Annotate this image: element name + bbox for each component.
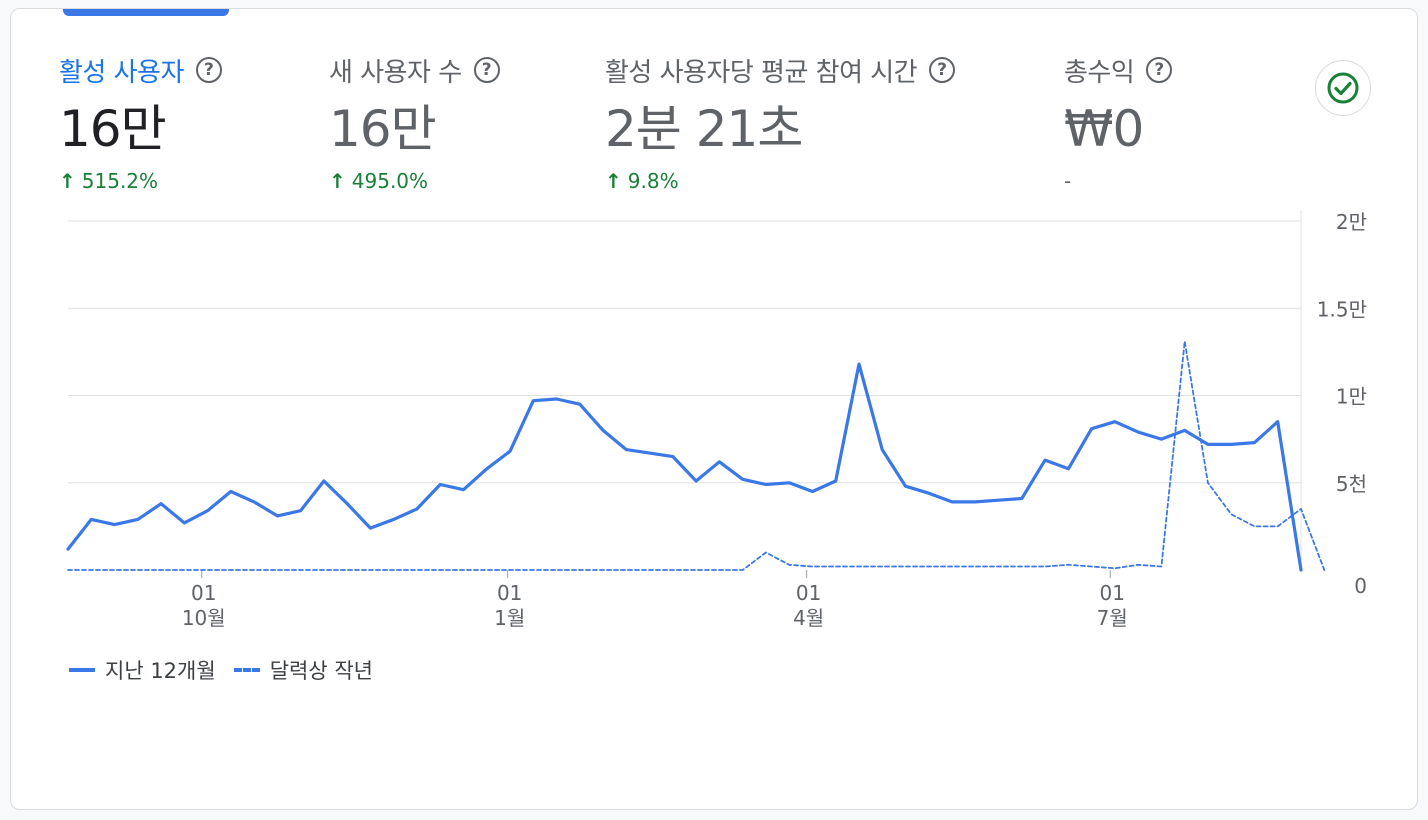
y-tick-label: 2만 <box>1336 210 1367 234</box>
metric-change-value: - <box>1064 169 1072 193</box>
metric-new-users[interactable]: 새 사용자 수 ? 16만 ↑ 495.0% <box>329 53 500 195</box>
help-circle-icon[interactable]: ? <box>195 57 222 83</box>
metric-change-value: 9.8% <box>627 169 679 193</box>
metric-value: 16만 <box>59 100 167 158</box>
x-tick-month-label: 10월 <box>182 606 226 630</box>
legend-label: 달력상 작년 <box>269 659 373 683</box>
legend-item-last-year[interactable]: 달력상 작년 <box>233 655 373 685</box>
x-tick-month-label: 4월 <box>793 606 824 630</box>
metric-value: 16만 <box>329 100 437 158</box>
check-circle-icon[interactable] <box>1315 60 1371 116</box>
help-circle-icon[interactable]: ? <box>1146 57 1173 83</box>
legend-label: 지난 12개월 <box>105 659 216 683</box>
x-tick-day-label: 01 <box>796 581 821 605</box>
metric-value: 2분 21초 <box>605 100 803 158</box>
y-tick-label: 1만 <box>1336 385 1367 409</box>
legend-item-last-12-months[interactable]: 지난 12개월 <box>69 655 216 685</box>
series-line-last-12-months <box>66 362 1303 572</box>
metric-change-value: 495.0% <box>351 169 429 193</box>
help-circle-icon[interactable]: ? <box>929 57 956 83</box>
arrow-up-icon: ↑ <box>59 169 76 193</box>
metric-label: 총수익 <box>1064 57 1135 88</box>
metric-change: ↑ 9.8% <box>605 167 955 195</box>
legend-solid-line-icon <box>69 668 95 672</box>
help-circle-icon[interactable]: ? <box>473 57 500 83</box>
series-line-last-year <box>67 340 1326 571</box>
y-tick-label: 5천 <box>1336 472 1367 496</box>
metric-change: ↑ 515.2% <box>59 167 222 195</box>
metric-active-users[interactable]: 활성 사용자 ? 16만 ↑ 515.2% <box>59 53 222 195</box>
x-tick-month-label: 1월 <box>494 606 525 630</box>
metric-change: - <box>1064 167 1172 195</box>
metric-value: ₩0 <box>1064 100 1144 158</box>
metric-label: 새 사용자 수 <box>329 57 462 88</box>
metric-change: ↑ 495.0% <box>329 167 500 195</box>
metric-label: 활성 사용자 <box>59 57 184 88</box>
x-tick-day-label: 01 <box>191 581 216 605</box>
legend-dashed-line-icon <box>233 668 260 672</box>
arrow-up-icon: ↑ <box>605 169 622 193</box>
metric-total-revenue[interactable]: 총수익 ? ₩0 - <box>1064 53 1173 195</box>
y-tick-label: 1.5만 <box>1317 297 1367 321</box>
y-tick-label: 0 <box>1354 574 1367 598</box>
x-tick-month-label: 7월 <box>1097 606 1128 630</box>
overview-card: 활성 사용자 ? 16만 ↑ 515.2% 새 사용자 수 ? 16만 ↑ 49… <box>10 8 1418 810</box>
metric-change-value: 515.2% <box>81 169 159 193</box>
chart-legend: 지난 12개월 달력상 작년 <box>69 655 381 685</box>
x-tick-day-label: 01 <box>1100 581 1125 605</box>
x-tick-day-label: 01 <box>497 581 522 605</box>
active-tab-indicator <box>63 9 229 16</box>
metric-label: 활성 사용자당 평균 참여 시간 <box>605 57 918 88</box>
arrow-up-icon: ↑ <box>329 169 346 193</box>
metric-avg-engagement-time[interactable]: 활성 사용자당 평균 참여 시간 ? 2분 21초 ↑ 9.8% <box>605 53 956 195</box>
